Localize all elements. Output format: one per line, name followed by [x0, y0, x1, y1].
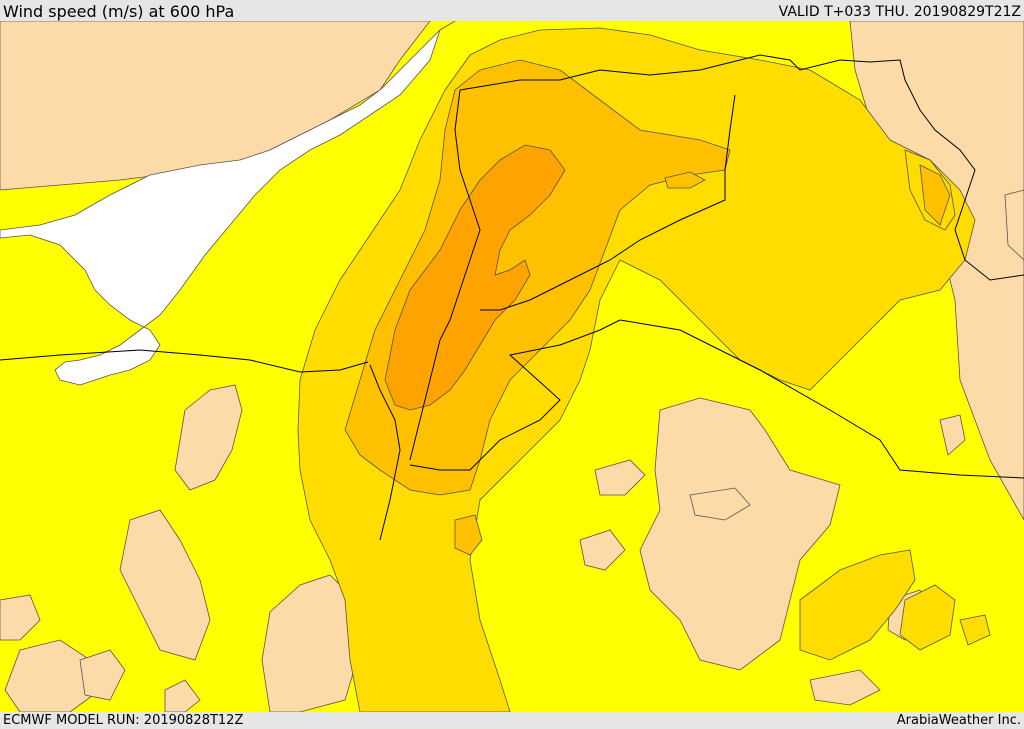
mediterranean-sea [0, 21, 456, 386]
footer-bar: ECMWF MODEL RUN: 20190828T12Z ArabiaWeat… [0, 712, 1024, 729]
wind-speed-map [0, 21, 1024, 712]
map-title: Wind speed (m/s) at 600 hPa [3, 2, 235, 21]
model-run-label: ECMWF MODEL RUN: 20190828T12Z [3, 713, 244, 728]
country-borders [369, 54, 1024, 541]
coastline [0, 349, 369, 373]
wind-very-strong-core [384, 144, 566, 411]
credit-label: ArabiaWeather Inc. [896, 713, 1021, 728]
valid-time: VALID T+033 THU. 20190829T21Z [778, 4, 1021, 20]
wind-strong-patches [454, 164, 951, 556]
title-bar: Wind speed (m/s) at 600 hPa VALID T+033 … [0, 0, 1024, 21]
wind-moderate-patches [799, 149, 991, 661]
